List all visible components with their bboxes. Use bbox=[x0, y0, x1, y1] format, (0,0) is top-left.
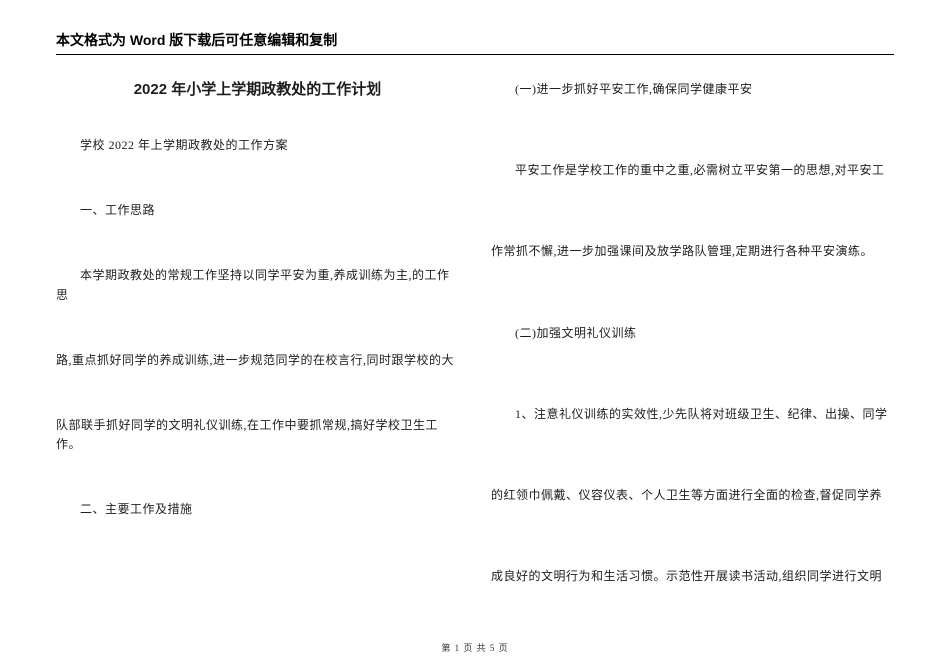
paragraph: 本学期政教处的常规工作坚持以同学平安为重,养成训练为主,的工作思 bbox=[56, 266, 459, 304]
paragraph: 的红领巾佩戴、仪容仪表、个人卫生等方面进行全面的检查,督促同学养 bbox=[491, 486, 894, 505]
subheading: (一)进一步抓好平安工作,确保同学健康平安 bbox=[491, 80, 894, 99]
paragraph: 学校 2022 年上学期政教处的工作方案 bbox=[56, 136, 459, 155]
paragraph: 路,重点抓好同学的养成训练,进一步规范同学的在校言行,同时跟学校的大 bbox=[56, 351, 459, 370]
document-title: 2022 年小学上学期政教处的工作计划 bbox=[56, 78, 459, 102]
two-column-body: 2022 年小学上学期政教处的工作计划 学校 2022 年上学期政教处的工作方案… bbox=[56, 70, 894, 632]
paragraph: 作常抓不懈,进一步加强课间及放学路队管理,定期进行各种平安演练。 bbox=[491, 242, 894, 261]
subheading: (二)加强文明礼仪训练 bbox=[491, 324, 894, 343]
left-column: 2022 年小学上学期政教处的工作计划 学校 2022 年上学期政教处的工作方案… bbox=[56, 70, 459, 632]
format-header: 本文格式为 Word 版下载后可任意编辑和复制 bbox=[56, 30, 894, 55]
paragraph: 队部联手抓好同学的文明礼仪训练,在工作中要抓常规,搞好学校卫生工作。 bbox=[56, 416, 459, 454]
paragraph: 成良好的文明行为和生活习惯。示范性开展读书活动,组织同学进行文明 bbox=[491, 567, 894, 586]
section-heading: 一、工作思路 bbox=[56, 201, 459, 220]
paragraph: 1、注意礼仪训练的实效性,少先队将对班级卫生、纪律、出操、同学 bbox=[491, 405, 894, 424]
page-footer: 第 1 页 共 5 页 bbox=[0, 641, 950, 654]
right-column: (一)进一步抓好平安工作,确保同学健康平安 平安工作是学校工作的重中之重,必需树… bbox=[491, 70, 894, 632]
section-heading: 二、主要工作及措施 bbox=[56, 500, 459, 519]
paragraph: 平安工作是学校工作的重中之重,必需树立平安第一的思想,对平安工 bbox=[491, 161, 894, 180]
